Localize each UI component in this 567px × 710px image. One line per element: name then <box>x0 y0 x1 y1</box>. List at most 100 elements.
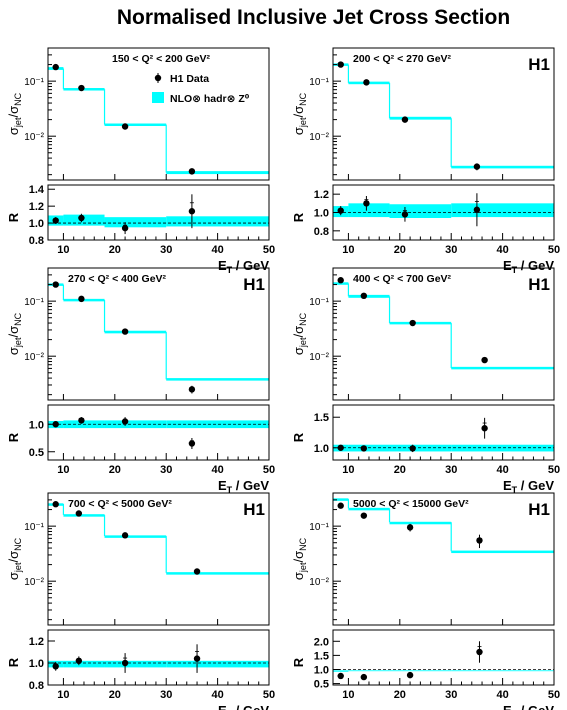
y-tick-label: 10⁻² <box>309 577 329 588</box>
x-tick-label: 40 <box>211 689 223 701</box>
x-axis-label: ET / GeV <box>503 478 554 495</box>
x-tick-label: 50 <box>548 689 560 701</box>
x-tick-label: 50 <box>548 464 560 476</box>
ratio-point <box>188 440 196 447</box>
panel-title: 5000 < Q² < 15000 GeV² <box>353 498 469 510</box>
ratio-y-tick-label: 1.2 <box>29 636 44 648</box>
data-point <box>476 537 483 544</box>
ratio-point <box>473 206 481 213</box>
ratio-point <box>52 217 59 224</box>
ratio-point <box>409 445 416 452</box>
data-point <box>78 84 85 92</box>
ratio-band-bin <box>63 214 105 226</box>
ratio-band-bin <box>63 660 105 668</box>
ratio-point <box>52 663 59 670</box>
x-axis-label: ET / GeV <box>503 703 554 710</box>
ratio-y-tick-label: 0.8 <box>29 680 44 692</box>
h1-tag: H1 <box>528 500 550 519</box>
y-tick-label: 10⁻¹ <box>309 522 329 533</box>
ratio-axis-label: R <box>291 212 306 222</box>
data-point <box>337 502 344 509</box>
theory-band-bin <box>389 116 452 120</box>
data-point <box>363 79 370 86</box>
x-tick-label: 10 <box>57 689 69 701</box>
y-tick-label: 10⁻¹ <box>24 522 44 533</box>
x-tick-label: 50 <box>263 244 275 256</box>
theory-band-bin <box>389 521 452 525</box>
ratio-y-tick-label: 1.2 <box>314 189 329 201</box>
x-tick-label: 10 <box>57 244 69 256</box>
h1-tag: H1 <box>528 275 550 294</box>
h1-tag: H1 <box>243 500 265 519</box>
ratio-y-tick-label: 1.0 <box>29 658 44 670</box>
x-tick-label: 10 <box>57 464 69 476</box>
ratio-band-bin <box>104 217 167 228</box>
x-axis-label: ET / GeV <box>218 703 269 710</box>
theory-band-bin <box>166 378 269 381</box>
x-tick-label: 40 <box>496 689 508 701</box>
y-axis-label: σjet/σNC <box>6 312 23 355</box>
data-point <box>406 524 414 531</box>
ratio-band-bin <box>451 444 554 452</box>
x-tick-label: 20 <box>109 689 121 701</box>
plot-frame <box>47 492 270 626</box>
ratio-y-tick-label: 0.5 <box>314 679 329 691</box>
ratio-frame <box>332 404 555 461</box>
x-axis-label: ET / GeV <box>503 258 554 275</box>
data-point <box>337 61 344 68</box>
x-tick-label: 10 <box>342 464 354 476</box>
data-point <box>75 510 83 517</box>
data-point <box>52 281 59 288</box>
x-tick-label: 40 <box>496 464 508 476</box>
ratio-band-bin <box>348 203 390 218</box>
x-tick-label: 50 <box>548 244 560 256</box>
ratio-band-bin <box>348 670 390 672</box>
x-axis-label: ET / GeV <box>218 478 269 495</box>
data-point <box>121 328 129 335</box>
ratio-point <box>188 208 196 215</box>
plot-frame <box>47 47 270 181</box>
data-point <box>360 292 368 300</box>
ratio-frame <box>47 404 270 461</box>
x-tick-label: 30 <box>445 464 457 476</box>
data-point <box>121 123 129 130</box>
plot-frame <box>332 267 555 401</box>
ratio-axis-label: R <box>6 212 21 222</box>
x-tick-label: 40 <box>211 464 223 476</box>
x-tick-label: 20 <box>394 464 406 476</box>
ratio-axis-label: R <box>291 432 306 442</box>
h1-tag: H1 <box>243 275 265 294</box>
ratio-y-tick-label: 1.0 <box>29 218 44 230</box>
ratio-point <box>121 224 129 232</box>
ratio-band-bin <box>166 216 269 227</box>
ratio-axis-label: R <box>6 432 21 442</box>
plot-frame <box>332 492 555 626</box>
ratio-y-tick-label: 1.0 <box>314 443 329 455</box>
data-point <box>360 512 368 519</box>
ratio-point <box>52 421 59 428</box>
ratio-point <box>75 657 83 664</box>
ratio-y-tick-label: 1.2 <box>29 201 44 213</box>
legend-theory-label: NLO⊗ hadr⊗ Z⁰ <box>170 93 250 105</box>
ratio-y-tick-label: 1.0 <box>29 419 44 431</box>
y-axis-label: σjet/σNC <box>291 537 308 580</box>
x-tick-label: 10 <box>342 244 354 256</box>
x-tick-label: 30 <box>445 244 457 256</box>
h1-tag: H1 <box>528 55 550 74</box>
ratio-axis-label: R <box>6 657 21 667</box>
page-title: Normalised Inclusive Jet Cross Section <box>116 6 511 29</box>
ratio-y-tick-label: 1.5 <box>314 412 329 424</box>
theory-band-bin <box>104 123 167 127</box>
y-tick-label: 10⁻² <box>309 352 329 363</box>
panel-title: 700 < Q² < 5000 GeV² <box>68 498 172 510</box>
theory-band-bin <box>166 572 269 575</box>
panel-title: 270 < Q² < 400 GeV² <box>68 273 167 285</box>
ratio-point <box>78 417 85 424</box>
x-tick-label: 30 <box>445 689 457 701</box>
ratio-band-bin <box>104 660 167 668</box>
ratio-point <box>406 671 414 679</box>
